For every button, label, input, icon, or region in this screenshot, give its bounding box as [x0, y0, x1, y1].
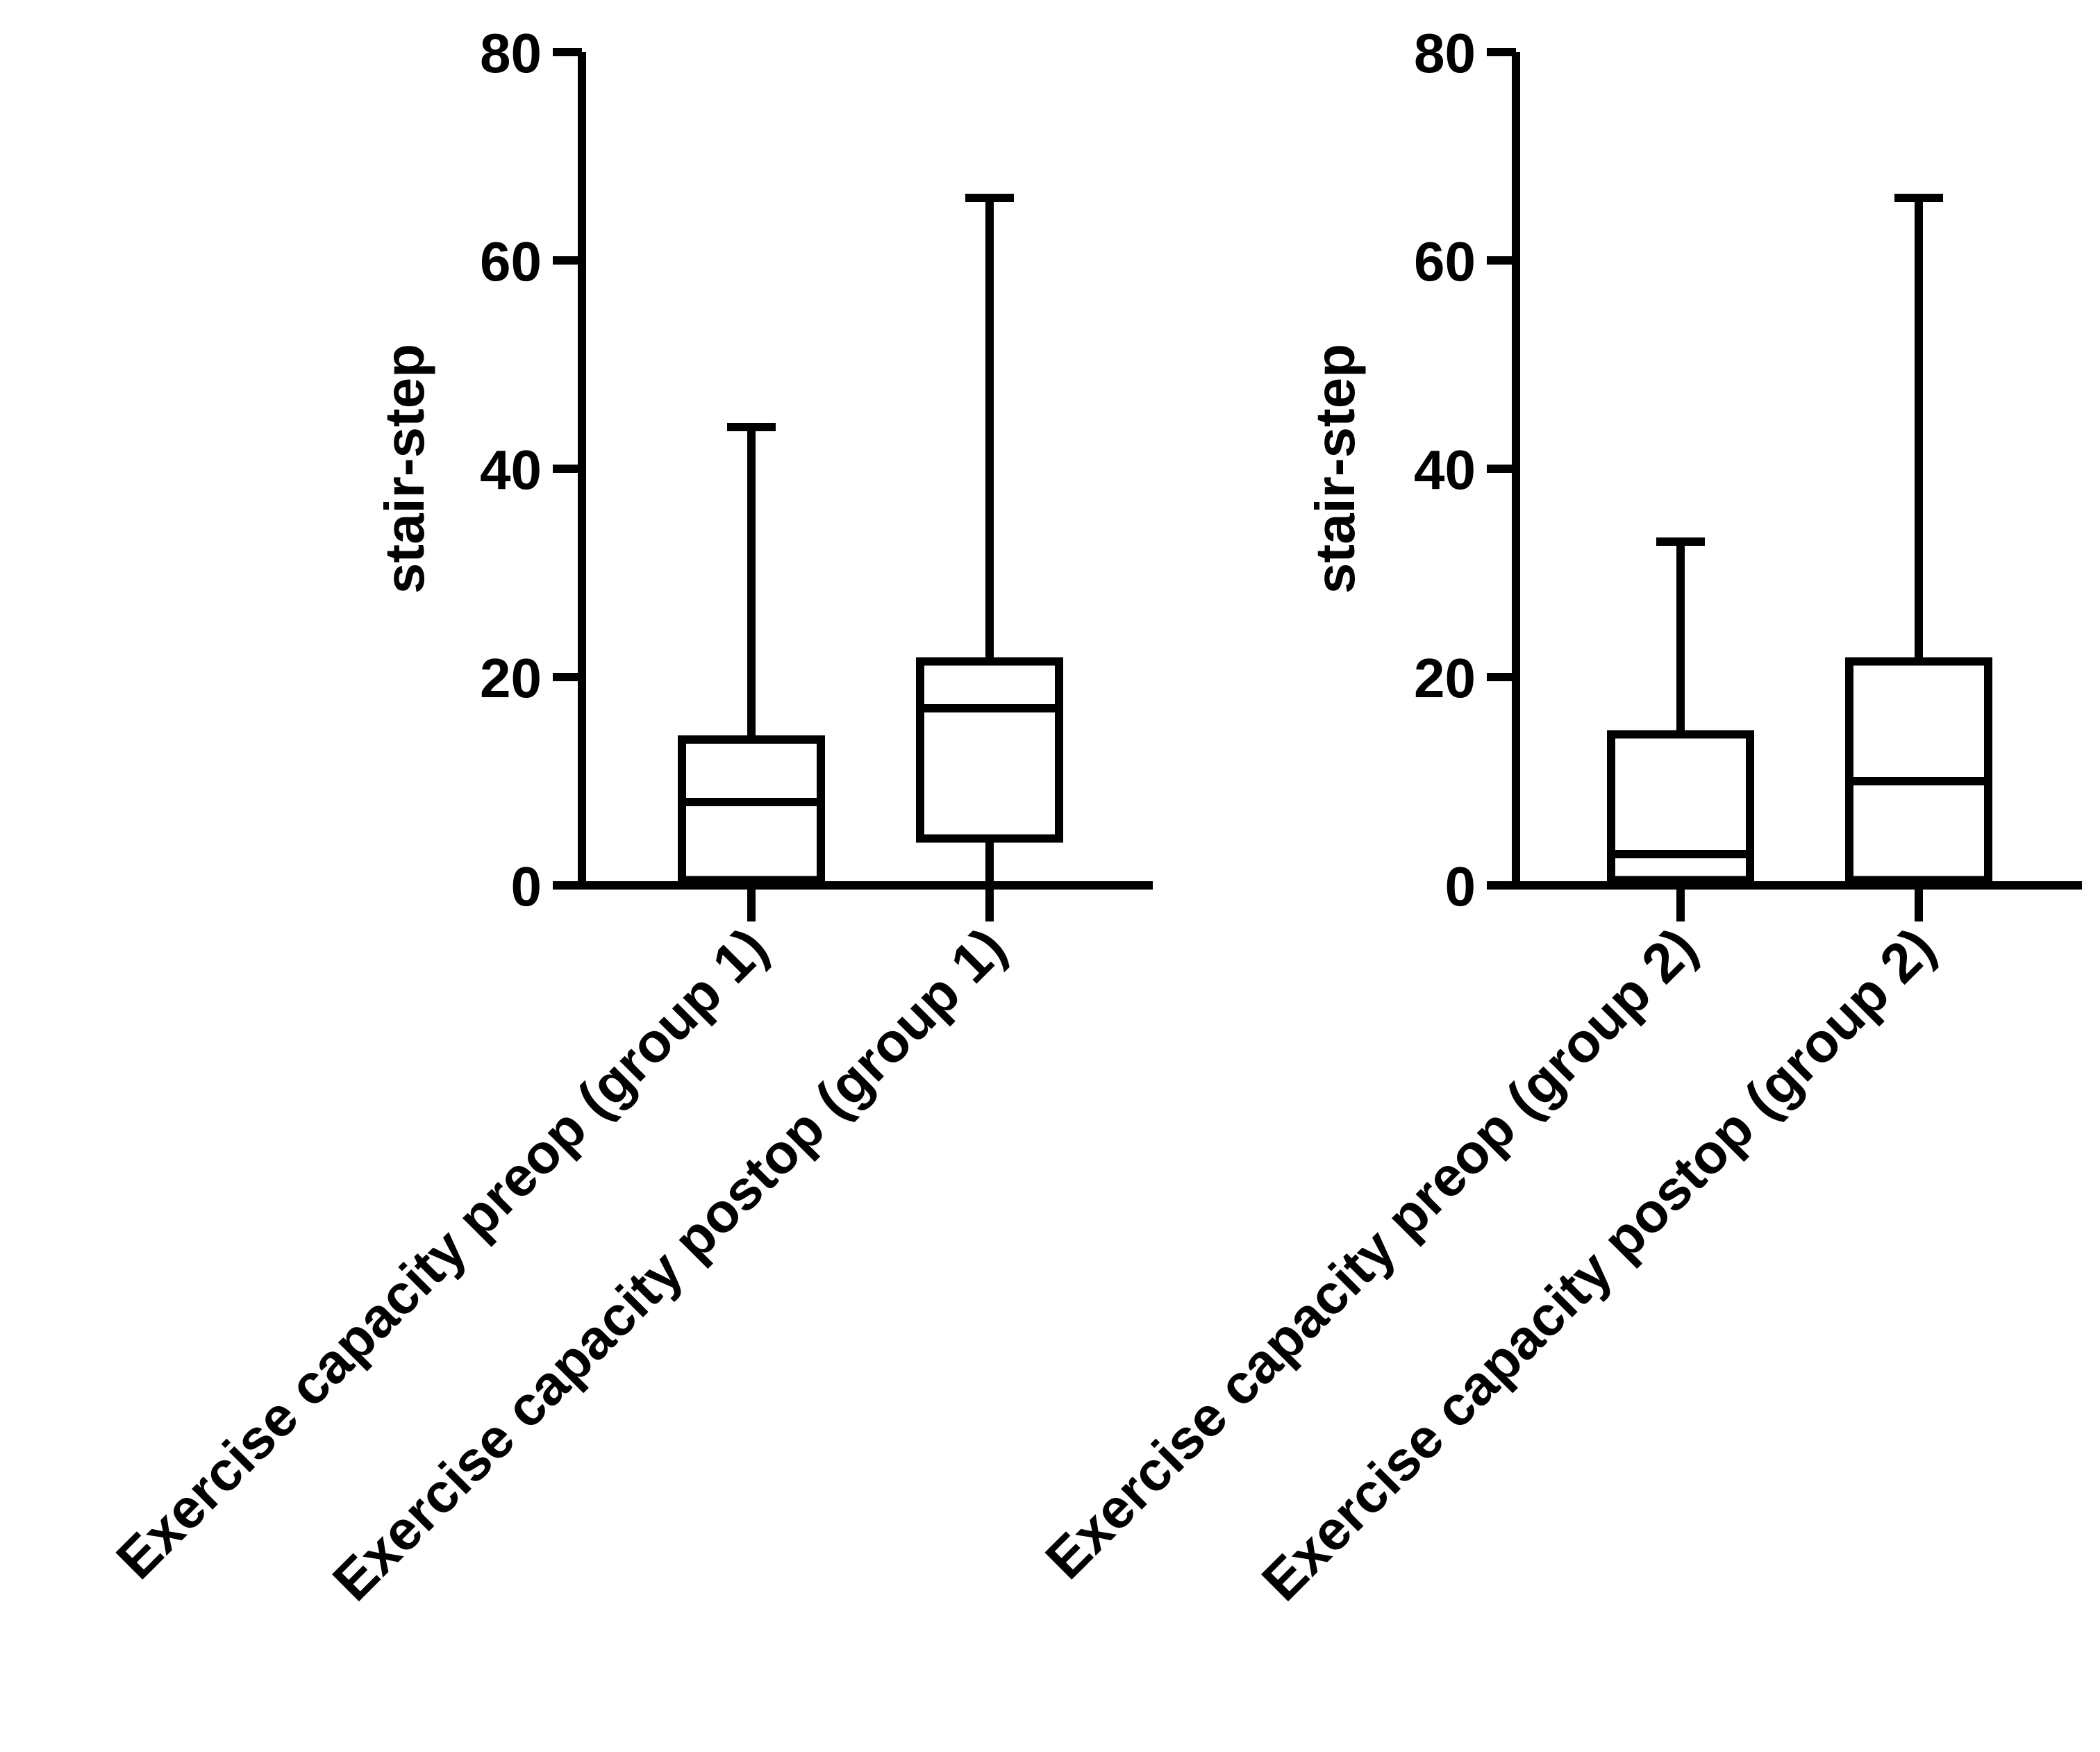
- y-tick-label: 40: [480, 439, 542, 501]
- y-tick-label: 60: [480, 231, 542, 292]
- box-1: [678, 423, 825, 921]
- box-1: [1607, 537, 1754, 921]
- box-2: [1845, 194, 1992, 921]
- y-tick-label: 0: [1445, 856, 1476, 917]
- y-tick-label: 0: [511, 856, 542, 917]
- y-tick-label: 80: [1414, 22, 1476, 84]
- y-axis-title: stair-step: [374, 344, 435, 594]
- iqr-box: [678, 735, 825, 885]
- iqr-box: [1607, 730, 1754, 885]
- y-tick-label: 40: [1414, 439, 1476, 501]
- iqr-box: [916, 657, 1063, 843]
- y-tick-label: 20: [480, 647, 542, 709]
- y-tick-label: 20: [1414, 647, 1476, 709]
- box-2: [916, 194, 1063, 921]
- iqr-box: [1845, 657, 1992, 885]
- y-tick-label: 80: [480, 22, 542, 84]
- y-tick-label: 60: [1414, 231, 1476, 292]
- y-axis-title: stair-step: [1304, 344, 1366, 594]
